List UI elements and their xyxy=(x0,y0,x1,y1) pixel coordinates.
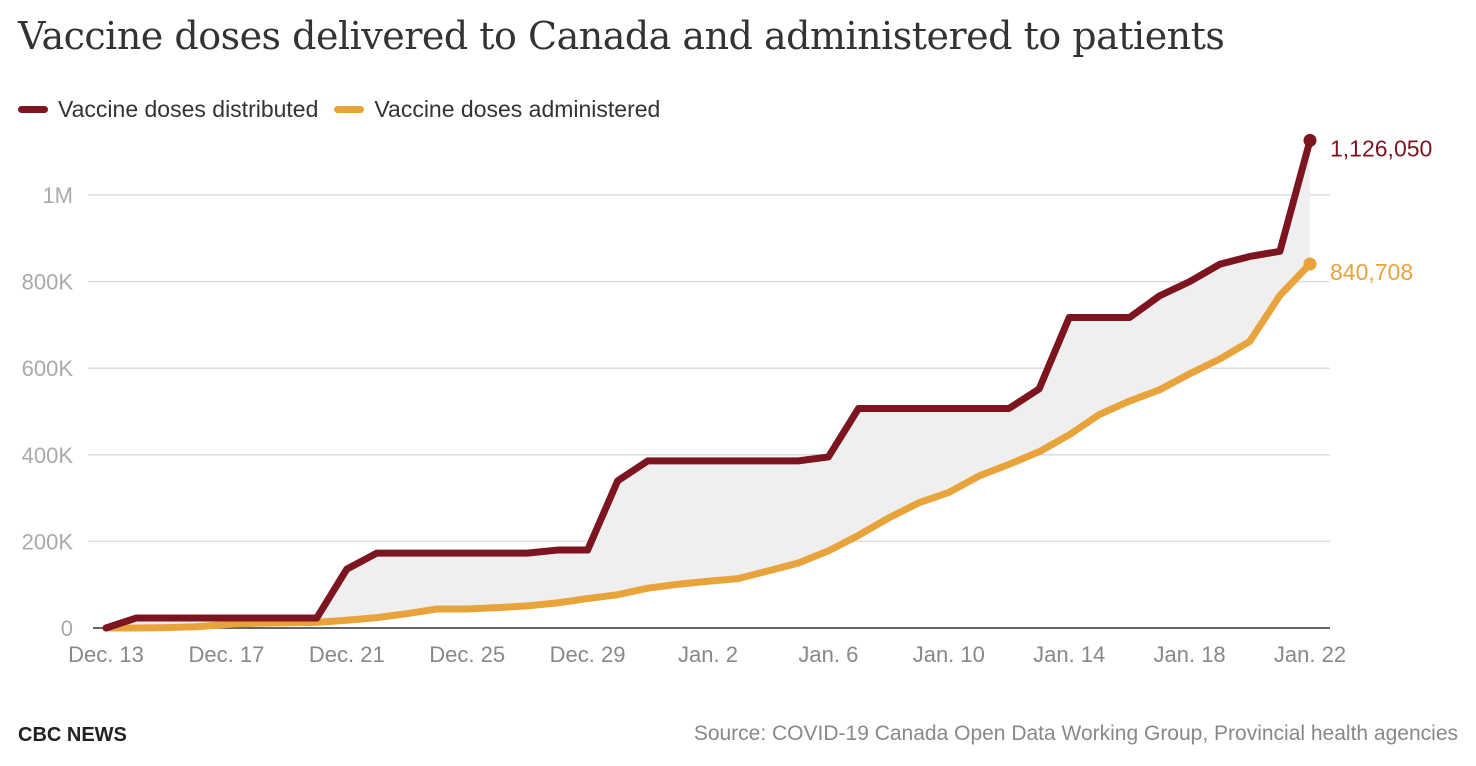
end-point-distributed xyxy=(1303,133,1317,147)
x-tick-label: Dec. 17 xyxy=(188,642,264,667)
x-tick-label: Jan. 14 xyxy=(1033,642,1105,667)
legend-swatch-administered xyxy=(334,106,365,113)
x-tick-label: Jan. 22 xyxy=(1274,642,1346,667)
x-tick-label: Jan. 10 xyxy=(913,642,985,667)
y-tick-label: 0 xyxy=(61,616,73,641)
source-note: Source: COVID-19 Canada Open Data Workin… xyxy=(693,722,1458,745)
x-tick-label: Dec. 13 xyxy=(68,642,144,667)
x-tick-label: Jan. 2 xyxy=(678,642,738,667)
x-tick-label: Jan. 18 xyxy=(1154,642,1226,667)
x-tick-label: Dec. 29 xyxy=(550,642,626,667)
end-label-administered: 840,708 xyxy=(1330,259,1413,285)
legend: Vaccine doses distributed Vaccine doses … xyxy=(18,96,676,123)
x-tick-label: Dec. 25 xyxy=(429,642,505,667)
y-tick-label: 400K xyxy=(22,443,74,468)
x-tick-label: Jan. 6 xyxy=(798,642,858,667)
brand-logo-text: CBC NEWS xyxy=(18,724,127,746)
end-label-distributed: 1,126,050 xyxy=(1330,135,1432,161)
x-tick-label: Dec. 21 xyxy=(309,642,385,667)
legend-item-administered: Vaccine doses administered xyxy=(334,96,660,123)
chart-title: Vaccine doses delivered to Canada and ad… xyxy=(18,14,1225,58)
legend-item-distributed: Vaccine doses distributed xyxy=(18,96,318,123)
series-line-administered xyxy=(102,260,1314,632)
y-tick-label: 1M xyxy=(42,183,73,208)
legend-label-administered: Vaccine doses administered xyxy=(374,96,661,122)
gap-area xyxy=(106,140,1310,628)
series-line-distributed xyxy=(102,136,1314,632)
y-tick-label: 200K xyxy=(22,529,74,554)
legend-label-distributed: Vaccine doses distributed xyxy=(58,96,319,122)
legend-swatch-distributed xyxy=(18,106,48,113)
y-tick-label: 600K xyxy=(22,356,74,381)
end-point-administered xyxy=(1303,257,1317,271)
y-tick-label: 800K xyxy=(22,270,74,295)
